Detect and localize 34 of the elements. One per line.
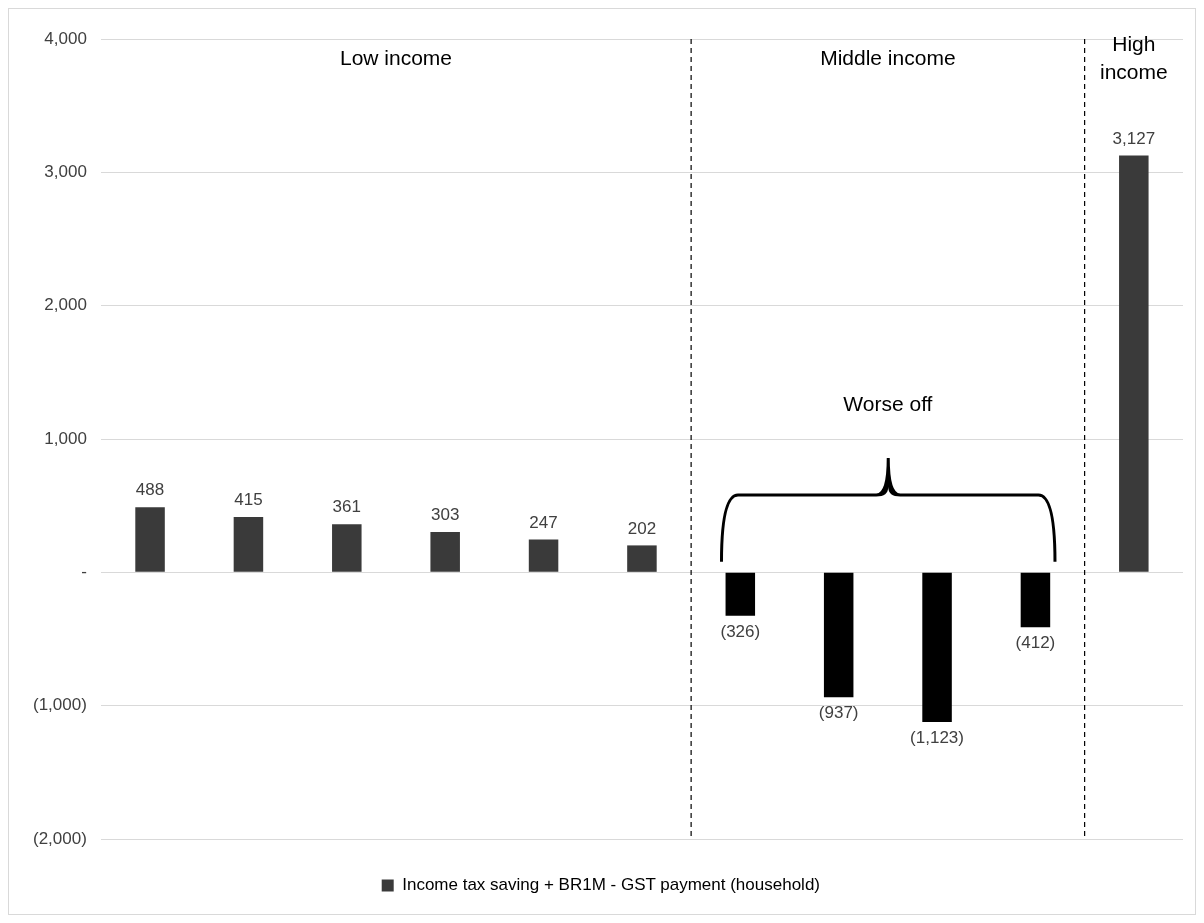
data-label: (1,123)	[910, 728, 964, 748]
data-label: 488	[135, 480, 165, 500]
bar	[332, 524, 362, 572]
annotation: Worse off	[843, 392, 933, 416]
y-tick-label: 1,000	[44, 428, 87, 448]
bar	[135, 507, 165, 572]
y-tick-label: 3,000	[44, 162, 87, 182]
bar	[233, 517, 264, 572]
data-label: 247	[529, 512, 558, 532]
y-tick-label: (2,000)	[32, 828, 87, 848]
annotation: Low income	[339, 45, 453, 69]
data-label: 303	[430, 505, 460, 525]
y-tick-label: -	[81, 562, 87, 582]
data-label: 202	[627, 518, 657, 538]
y-tick-label: (1,000)	[32, 695, 87, 715]
data-label: (326)	[720, 621, 761, 641]
annotation: Middle income	[820, 45, 956, 69]
data-label: 361	[332, 497, 361, 517]
y-tick-label: 2,000	[44, 295, 87, 315]
legend-label: Income tax saving + BR1M - GST payment (household)	[402, 875, 820, 895]
bar	[430, 531, 460, 572]
bar	[1020, 572, 1051, 628]
bar	[627, 545, 657, 572]
bar	[725, 572, 756, 616]
bar	[922, 572, 952, 723]
bar	[528, 539, 559, 572]
data-label: (937)	[818, 703, 859, 723]
data-label: (412)	[1015, 633, 1056, 653]
data-label: 3,127	[1112, 128, 1156, 148]
bar	[823, 572, 854, 698]
bar	[1119, 155, 1149, 572]
data-label: 415	[234, 490, 263, 510]
annotation: High income	[1099, 31, 1168, 83]
y-tick-label: 4,000	[44, 28, 87, 48]
